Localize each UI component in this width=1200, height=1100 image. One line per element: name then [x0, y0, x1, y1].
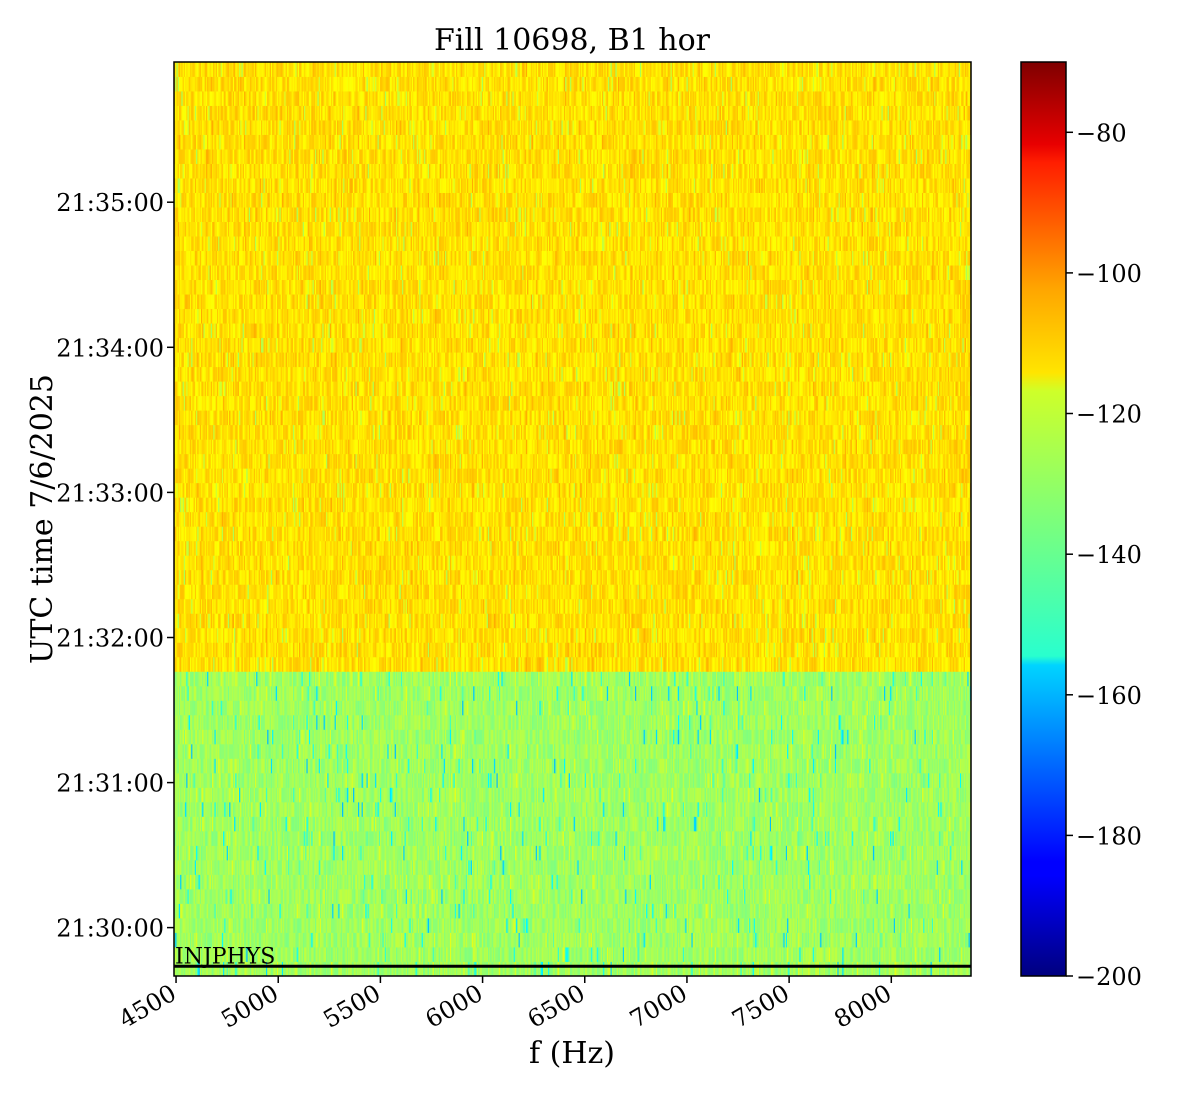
heatmap-cells: [174, 62, 971, 976]
chart-title: Fill 10698, B1 hor: [434, 23, 711, 58]
